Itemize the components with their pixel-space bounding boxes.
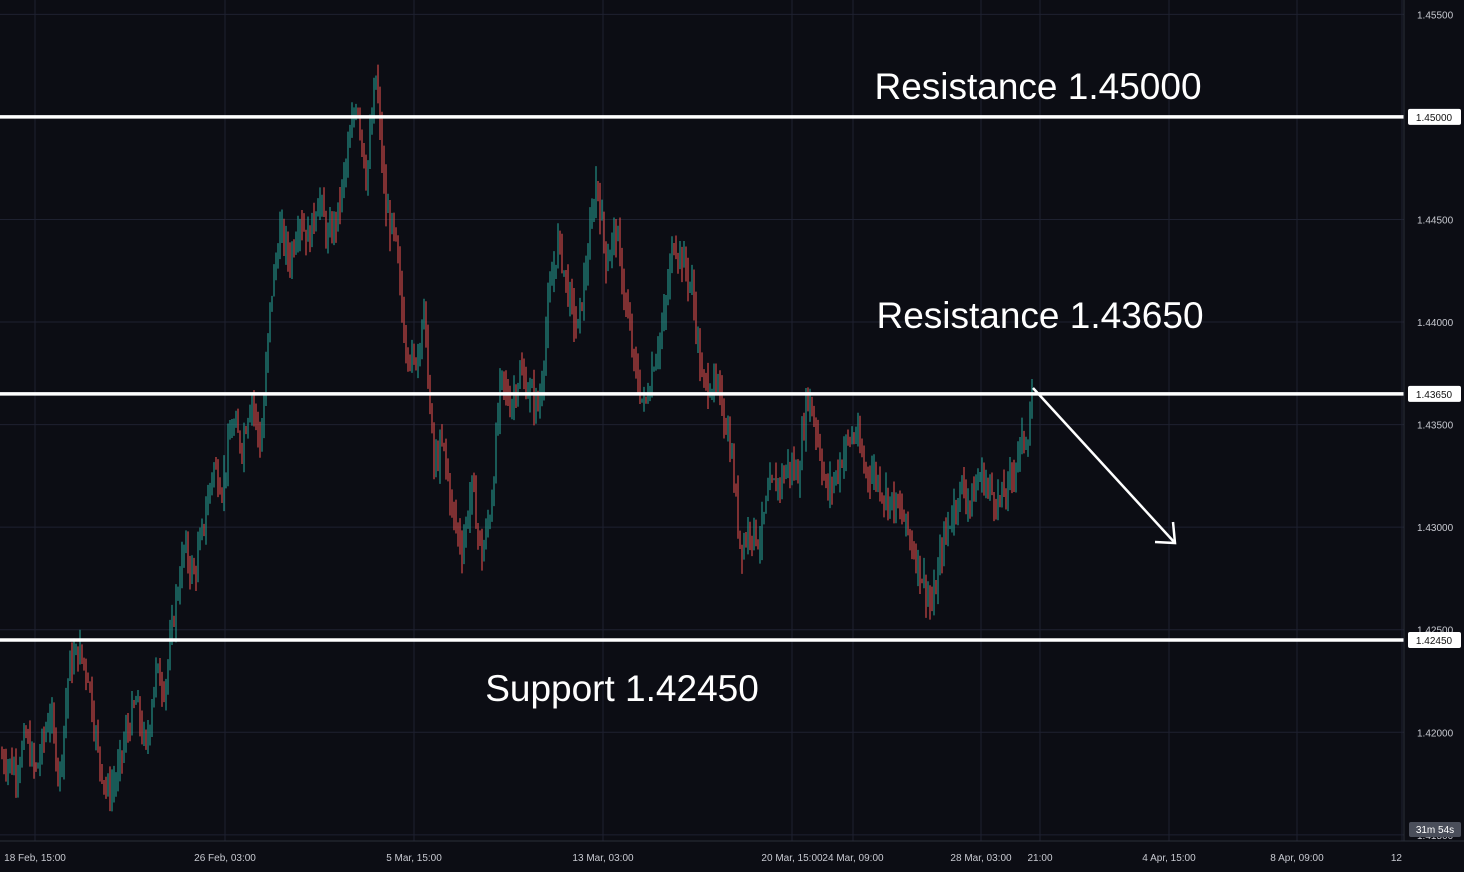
x-tick-label: 28 Mar, 03:00: [950, 853, 1012, 864]
x-tick-label: 26 Feb, 03:00: [194, 853, 256, 864]
level-lines[interactable]: [0, 115, 1404, 642]
x-tick-label: 18 Feb, 15:00: [4, 853, 66, 864]
level-price-badge: [1408, 385, 1461, 402]
resistance-top-label: Resistance 1.45000: [874, 66, 1201, 107]
x-tick-label: 13 Mar, 03:00: [572, 853, 634, 864]
arrow-shaft: [1032, 387, 1176, 544]
arrow-head: [1154, 521, 1177, 545]
level-price-badge-text: 1.42450: [1416, 636, 1453, 647]
y-tick-label: 1.42000: [1417, 728, 1454, 739]
x-tick-label: 4 Apr, 15:00: [1142, 853, 1196, 864]
level-price-badge: [1408, 108, 1461, 125]
price-badges: 1.45000 1.43650 1.42450: [1408, 108, 1461, 648]
grid: [0, 0, 1404, 841]
countdown-timer: 31m 54s: [1416, 825, 1454, 836]
candles: [1, 64, 1033, 812]
time-axis-ticks: 18 Feb, 15:00 26 Feb, 03:00 5 Mar, 15:00 13…: [4, 853, 1402, 864]
countdown-badge: [1409, 822, 1461, 837]
y-tick-label: 1.42500: [1417, 626, 1454, 637]
x-tick-label: 12: [1391, 853, 1403, 864]
y-tick-label: 1.43000: [1417, 523, 1454, 534]
x-tick-label: 5 Mar, 15:00: [386, 853, 442, 864]
x-tick-label: 8 Apr, 09:00: [1270, 853, 1324, 864]
y-tick-label: 1.43500: [1417, 421, 1454, 432]
x-tick-label: 21:00: [1027, 853, 1052, 864]
x-tick-label: 20 Mar, 15:00: [761, 853, 823, 864]
price-axis[interactable]: [1404, 0, 1464, 872]
resistance-mid-label: Resistance 1.43650: [876, 295, 1203, 336]
level-price-badge: [1408, 631, 1461, 648]
y-tick-label: 1.44500: [1417, 215, 1454, 226]
y-tick-label: 1.45500: [1417, 10, 1454, 21]
y-tick-label: 1.44000: [1417, 318, 1454, 329]
x-tick-label: 24 Mar, 09:00: [822, 853, 884, 864]
projection-arrow[interactable]: [1032, 387, 1177, 545]
level-price-badge-text: 1.45000: [1416, 113, 1453, 124]
support-label: Support 1.42450: [485, 668, 759, 709]
level-price-badge-text: 1.43650: [1416, 390, 1453, 401]
